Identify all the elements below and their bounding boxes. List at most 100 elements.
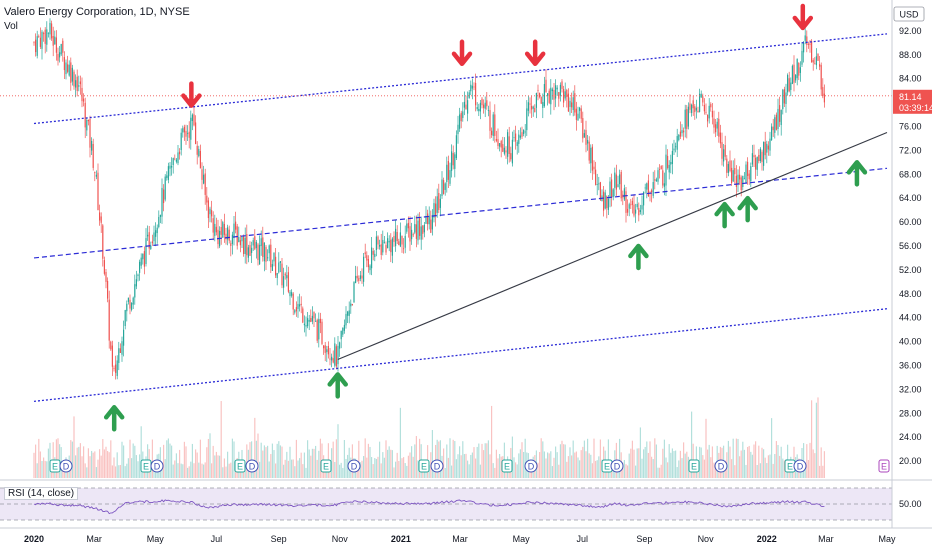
candle-body xyxy=(75,80,77,88)
candle-body xyxy=(596,184,598,185)
candle-body xyxy=(460,112,462,122)
candle-body xyxy=(203,174,205,184)
volume-bar xyxy=(331,448,333,478)
y-tick-label: 72.00 xyxy=(899,145,922,155)
volume-bar xyxy=(175,453,177,478)
candle-body xyxy=(339,342,341,349)
volume-bar xyxy=(102,439,104,478)
volume-bar xyxy=(804,465,806,478)
candle-body xyxy=(519,135,521,138)
drawn-lines xyxy=(0,33,892,402)
candle-body xyxy=(404,235,406,248)
candle-body xyxy=(406,223,408,232)
volume-bar xyxy=(539,452,541,478)
x-tick-label: Jul xyxy=(211,534,223,544)
candle-body xyxy=(190,117,192,140)
candle-body xyxy=(94,172,96,174)
volume-bar xyxy=(359,462,361,478)
volume-bar xyxy=(673,451,675,478)
candle-body xyxy=(815,56,817,66)
y-tick-label: 20.00 xyxy=(899,456,922,466)
candle-body xyxy=(150,245,152,249)
candle-body xyxy=(545,79,547,93)
volume-bar xyxy=(399,407,401,478)
volume-bar xyxy=(566,461,568,478)
volume-bar xyxy=(731,459,733,478)
dividend-marker: D xyxy=(714,459,728,473)
dividend-marker: D xyxy=(347,459,361,473)
volume-bar xyxy=(273,450,275,478)
candle-body xyxy=(729,160,731,172)
candle-body xyxy=(351,304,353,306)
up-arrow-icon xyxy=(737,195,758,223)
volume-bar xyxy=(820,447,822,478)
x-tick-label: Sep xyxy=(636,534,652,544)
candle-body xyxy=(279,261,281,263)
volume-bar xyxy=(567,456,569,478)
candle-body xyxy=(396,232,398,242)
volume-bar xyxy=(230,462,232,478)
candle-body xyxy=(595,169,597,185)
volume-bar xyxy=(475,458,477,478)
candle-body xyxy=(774,117,776,133)
volume-bar xyxy=(403,457,405,478)
candle-body xyxy=(679,131,681,137)
candle-body xyxy=(113,368,115,369)
candle-body xyxy=(364,252,366,255)
candle-body xyxy=(750,166,752,182)
volume-bar xyxy=(599,439,601,478)
candle-body xyxy=(419,218,421,236)
candle-body xyxy=(467,100,469,114)
candle-body xyxy=(612,189,614,198)
candle-body xyxy=(92,143,94,168)
volume-bar xyxy=(428,465,430,478)
candle-body xyxy=(412,234,414,236)
candle-body xyxy=(36,36,38,56)
volume-bar xyxy=(311,448,313,478)
volume-bar xyxy=(703,459,705,478)
volume-bar xyxy=(687,456,689,478)
x-tick-label: Nov xyxy=(698,534,715,544)
candle-body xyxy=(47,32,49,34)
volume-bar xyxy=(177,463,179,478)
candle-body xyxy=(486,100,488,107)
candle-body xyxy=(187,132,189,134)
candle-body xyxy=(814,63,816,65)
volume-bar xyxy=(771,418,773,478)
volume-bar xyxy=(737,438,739,478)
volume-bar xyxy=(374,458,376,478)
volume-bar xyxy=(75,455,77,478)
volume-bar xyxy=(708,444,710,478)
volume-bar xyxy=(811,400,813,478)
candle-body xyxy=(686,109,688,129)
candle-body xyxy=(620,172,622,199)
candle-body xyxy=(438,193,440,210)
volume-bar xyxy=(356,466,358,478)
candle-body xyxy=(446,164,448,183)
candle-body xyxy=(511,139,513,164)
svg-text:E: E xyxy=(504,462,510,472)
candle-body xyxy=(676,136,678,150)
volume-bar xyxy=(759,463,761,478)
candle-body xyxy=(340,330,342,340)
candle-body xyxy=(516,142,518,147)
volume-bar xyxy=(591,463,593,478)
candle-body xyxy=(316,319,318,341)
candle-body xyxy=(84,102,86,128)
candle-body xyxy=(131,302,133,310)
candle-body xyxy=(407,222,409,229)
candle-body xyxy=(708,105,710,119)
candle-body xyxy=(758,154,760,162)
candle-body xyxy=(228,229,230,241)
candle-body xyxy=(510,153,512,160)
candle-body xyxy=(476,107,478,110)
candle-body xyxy=(89,119,91,148)
candle-body xyxy=(251,247,253,253)
volume-bar xyxy=(135,455,137,478)
earnings-marker: E xyxy=(878,459,890,473)
volume-bar xyxy=(393,467,395,478)
volume-bar xyxy=(126,463,128,478)
candle-body xyxy=(753,155,755,158)
candle-body xyxy=(271,264,273,271)
